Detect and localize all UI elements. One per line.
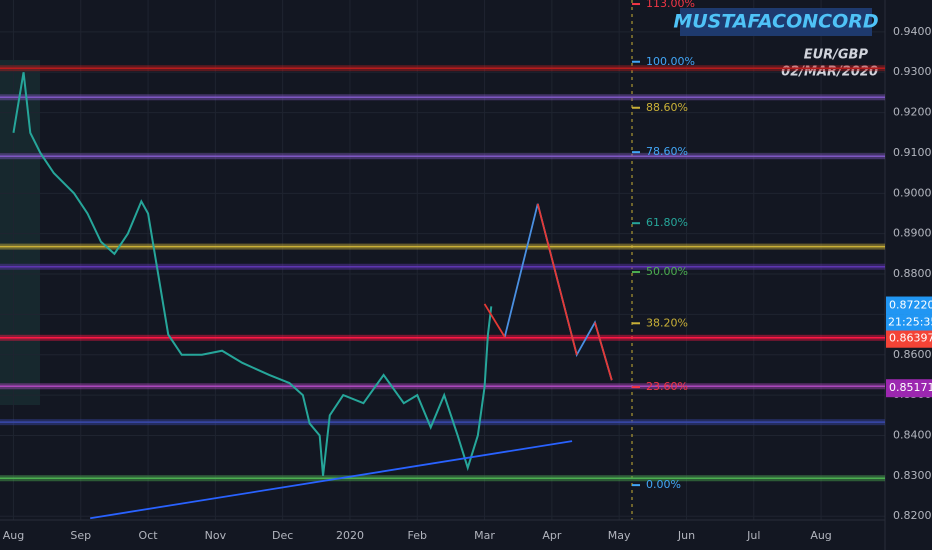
price-tag-label: 0.85171: [889, 381, 932, 394]
y-tick-label: 0.94000: [893, 25, 932, 38]
watermark-box: [680, 8, 872, 36]
x-tick-label: Sep: [70, 529, 91, 542]
fib-label: 23.60%: [646, 380, 688, 393]
price-line: [90, 440, 573, 520]
x-tick-label: May: [608, 529, 631, 542]
fib-label: 61.80%: [646, 216, 688, 229]
price-line: [12, 72, 493, 476]
fib-label: 78.60%: [646, 145, 688, 158]
x-tick-label: Aug: [3, 529, 24, 542]
fib-label: 0.00%: [646, 478, 681, 491]
price-tag-label: 0.87220: [889, 299, 932, 312]
x-tick-label: Jul: [746, 529, 760, 542]
x-tick-label: Dec: [272, 529, 293, 542]
x-tick-label: Apr: [542, 529, 562, 542]
fib-label: 50.00%: [646, 265, 688, 278]
fib-label: 38.20%: [646, 316, 688, 329]
fib-label: 88.60%: [646, 101, 688, 114]
fib-label: 100.00%: [646, 55, 695, 68]
x-tick-label: Mar: [474, 529, 495, 542]
price-tag: [886, 296, 932, 315]
price-tag-label: 0.86397: [889, 332, 932, 345]
countdown: 21:25:35: [888, 316, 932, 329]
price-tag: [886, 379, 932, 398]
projection-arrow: [483, 203, 613, 381]
x-tick-label: Oct: [139, 529, 159, 542]
watermark: MUSTAFACONCORD: [673, 11, 878, 33]
volume-profile-shade: [0, 60, 40, 405]
fib-label: 113.00%: [646, 0, 695, 10]
x-tick-label: Jun: [677, 529, 695, 542]
price-tag: [886, 329, 932, 348]
x-tick-label: Aug: [810, 529, 831, 542]
x-tick-label: Nov: [205, 529, 227, 542]
countdown-box: [886, 314, 932, 331]
x-tick-label: Feb: [408, 529, 427, 542]
x-tick-label: 2020: [336, 529, 364, 542]
symbol: EUR/GBP: [804, 48, 869, 63]
